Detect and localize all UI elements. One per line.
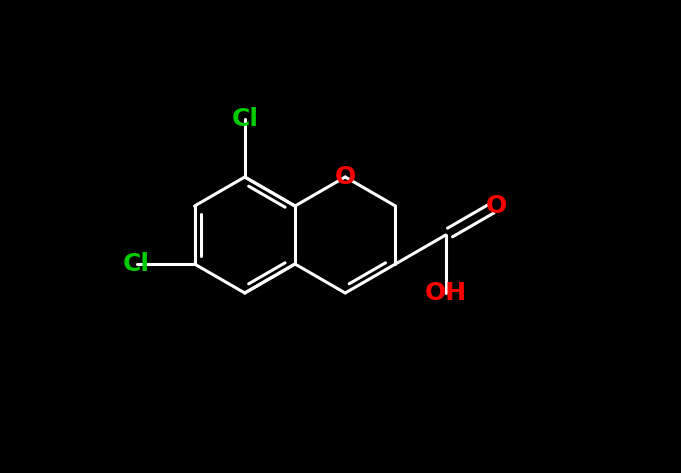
Text: Cl: Cl [123,252,150,276]
Text: O: O [334,165,356,189]
Text: O: O [486,194,507,218]
Text: OH: OH [425,281,466,305]
Text: Cl: Cl [232,107,258,131]
